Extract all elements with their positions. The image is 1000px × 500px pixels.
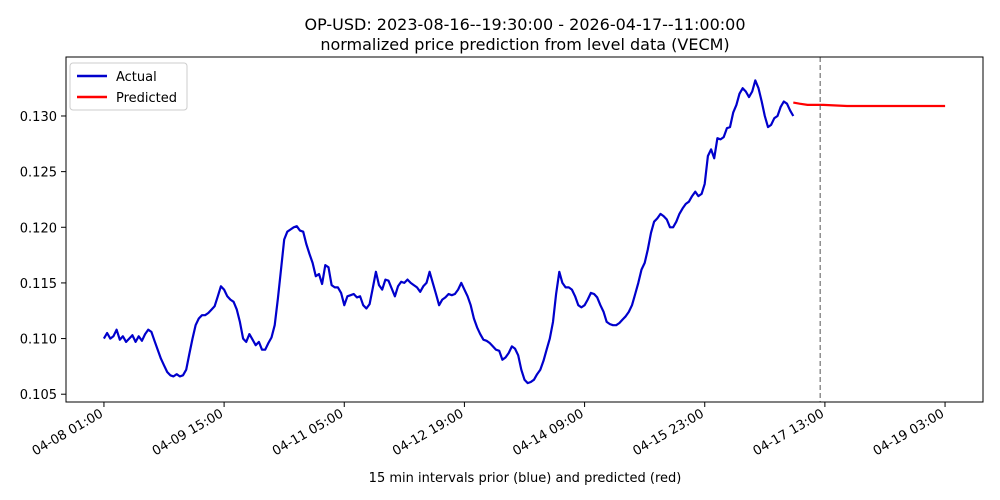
chart-subtitle: normalized price prediction from level d…: [320, 35, 729, 54]
y-tick-label: 0.105: [20, 388, 57, 403]
legend: Actual Predicted: [69, 62, 188, 111]
plot-frame: [65, 56, 984, 403]
chart-title: OP-USD: 2023-08-16--19:30:00 - 2026-04-1…: [304, 15, 745, 34]
y-tick-label: 0.125: [20, 166, 57, 181]
y-tick-label: 0.110: [20, 333, 57, 348]
legend-label-predicted: Predicted: [116, 91, 177, 106]
y-tick-label: 0.130: [20, 110, 57, 125]
y-tick-label: 0.115: [20, 277, 57, 292]
x-axis-label: 15 min intervals prior (blue) and predic…: [369, 471, 682, 486]
series-line-predicted: [793, 101, 946, 108]
y-tick-label: 0.120: [20, 221, 57, 236]
series-line-actual: [102, 79, 795, 385]
legend-label-actual: Actual: [116, 70, 157, 85]
